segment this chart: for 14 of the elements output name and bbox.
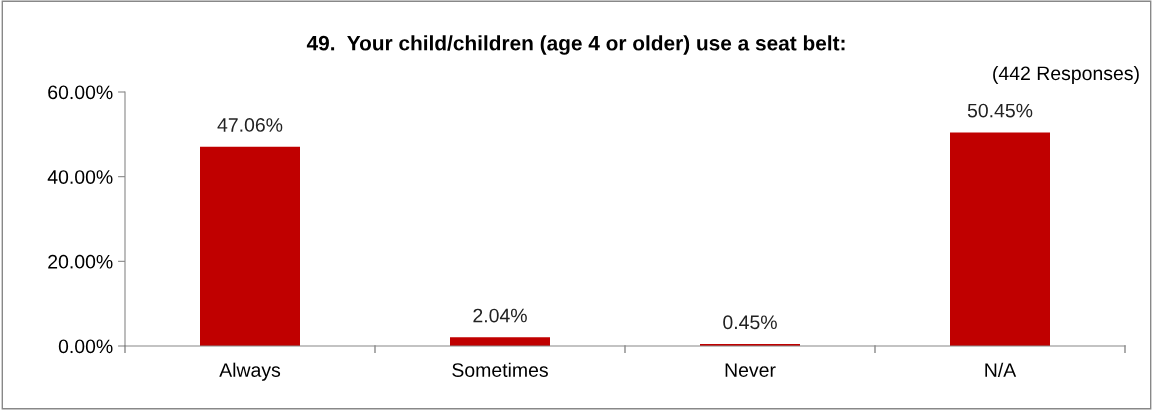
x-tick-label: Never <box>725 363 776 377</box>
y-tick-label: 40.00% <box>47 170 113 184</box>
y-tick-label: 60.00% <box>48 85 113 100</box>
x-tick-label: Always <box>219 362 281 381</box>
x-tick-label: N/A <box>985 362 1017 377</box>
x-tick-label: Sometimes <box>452 362 548 377</box>
y-tick-label: 20.00% <box>48 254 113 269</box>
data-label: 2.04% <box>473 308 527 323</box>
data-label: 50.45% <box>967 103 1033 118</box>
data-label: 0.45% <box>723 315 777 330</box>
y-tick-label: 0.00% <box>58 339 113 354</box>
chart-title: 49. Your child/children (age 4 or older) use a seat belt: <box>306 35 845 55</box>
text: (442 Responses) <box>993 65 1139 85</box>
data-label: 47.06% <box>217 118 283 132</box>
